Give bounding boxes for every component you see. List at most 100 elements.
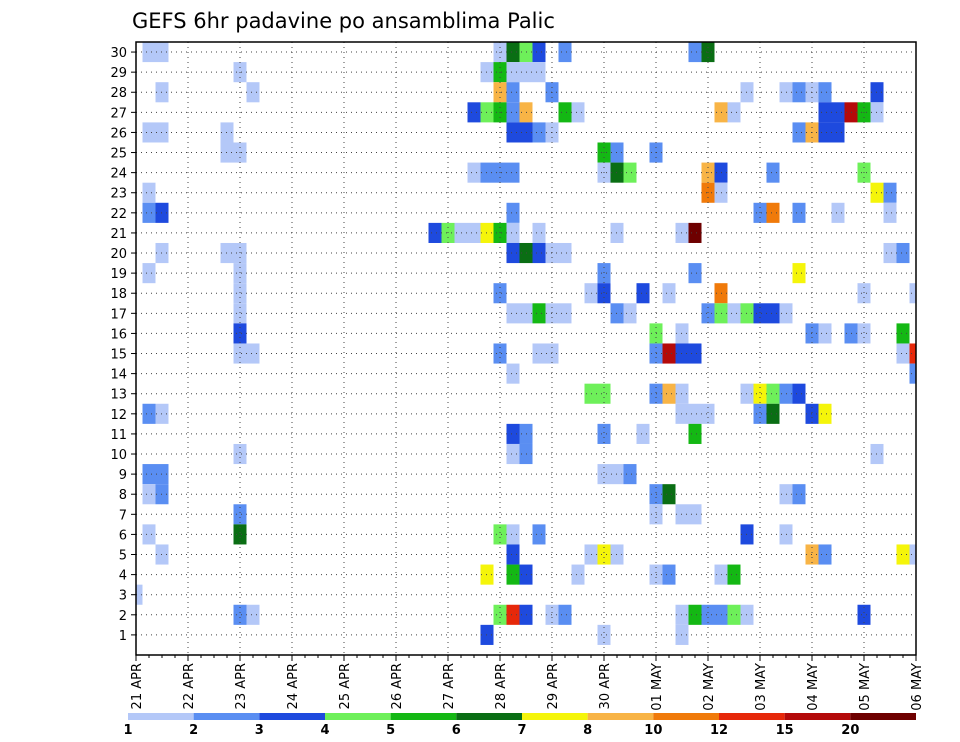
x-tick-label: 28 APR bbox=[494, 663, 509, 709]
heatmap-cell bbox=[506, 242, 520, 264]
y-tick-label: 11 bbox=[110, 428, 127, 443]
x-tick-label: 05 MAY bbox=[858, 663, 873, 711]
y-tick-label: 14 bbox=[110, 368, 127, 383]
heatmap-cell bbox=[233, 263, 247, 284]
heatmap-cell bbox=[662, 283, 676, 304]
heatmap-cell bbox=[467, 102, 481, 123]
x-tick-label: 23 APR bbox=[234, 663, 249, 709]
heatmap-cell bbox=[233, 604, 247, 625]
heatmap-cell bbox=[532, 524, 546, 545]
heatmap-cell bbox=[506, 363, 520, 384]
heatmap-cell bbox=[597, 383, 611, 404]
heatmap-cell bbox=[662, 383, 676, 404]
colorbar-swatch bbox=[390, 713, 457, 720]
y-tick-label: 24 bbox=[110, 167, 127, 182]
y-tick-label: 30 bbox=[110, 46, 127, 61]
colorbar-label: 12 bbox=[710, 723, 728, 738]
heatmap-cell bbox=[896, 343, 910, 364]
heatmap-cell bbox=[623, 162, 637, 183]
heatmap-cell bbox=[883, 182, 897, 203]
heatmap-cell bbox=[688, 504, 702, 525]
heatmap-cell bbox=[831, 202, 845, 223]
heatmap-cell bbox=[233, 303, 247, 324]
heatmap-cell bbox=[506, 604, 520, 625]
heatmap-cell bbox=[142, 182, 156, 203]
heatmap-cell bbox=[246, 604, 260, 625]
heatmap-cell bbox=[506, 62, 520, 83]
x-tick-label: 21 APR bbox=[130, 663, 145, 709]
colorbar-label: 2 bbox=[189, 723, 198, 738]
heatmap-cell bbox=[597, 283, 611, 304]
heatmap-cell bbox=[506, 222, 520, 243]
colorbar-swatch bbox=[850, 713, 916, 720]
heatmap-cell bbox=[883, 202, 897, 223]
heatmap-cell bbox=[506, 423, 520, 444]
heatmap-cell bbox=[688, 403, 702, 424]
heatmap-cell bbox=[532, 62, 546, 83]
heatmap-cell bbox=[792, 202, 806, 223]
heatmap-cell bbox=[233, 443, 247, 465]
heatmap-cell bbox=[467, 222, 481, 243]
heatmap-cell bbox=[792, 383, 806, 404]
heatmap-cell bbox=[623, 303, 637, 324]
y-tick-label: 19 bbox=[110, 267, 127, 282]
colorbar-label: 7 bbox=[517, 723, 526, 738]
x-tick-label: 25 APR bbox=[338, 663, 353, 709]
y-tick-label: 7 bbox=[119, 508, 127, 523]
heatmap-cell bbox=[142, 202, 156, 223]
heatmap-cell bbox=[753, 383, 767, 404]
heatmap-cell bbox=[142, 122, 156, 143]
heatmap-cell bbox=[766, 403, 780, 424]
x-tick-label: 22 APR bbox=[182, 663, 197, 709]
y-axis-ticks: 1234567891011121314151617181920212223242… bbox=[110, 46, 136, 644]
dotted-grid bbox=[136, 42, 917, 655]
heatmap-cell bbox=[688, 263, 702, 284]
heatmap-cell bbox=[792, 484, 806, 505]
heatmap-cell bbox=[532, 222, 546, 243]
heatmap-cell bbox=[233, 283, 247, 304]
heatmap-cell bbox=[857, 604, 871, 625]
heatmap-cell bbox=[506, 162, 520, 183]
heatmap-cell bbox=[636, 423, 650, 444]
x-tick-label: 04 MAY bbox=[806, 663, 821, 711]
heatmap-cell bbox=[233, 343, 247, 364]
heatmap-cell bbox=[558, 42, 572, 63]
y-tick-label: 16 bbox=[110, 327, 127, 342]
heatmap-cell bbox=[766, 383, 780, 404]
x-tick-label: 02 MAY bbox=[702, 663, 717, 711]
heatmap-cell bbox=[558, 303, 572, 324]
heatmap-cell bbox=[233, 242, 247, 264]
heatmap-cell bbox=[688, 423, 702, 444]
heatmap-cell bbox=[909, 343, 916, 364]
heatmap-cell bbox=[142, 464, 156, 485]
heatmap-cell bbox=[142, 484, 156, 505]
heatmap-cell bbox=[727, 303, 741, 324]
heatmap-cell bbox=[493, 604, 507, 625]
y-tick-label: 1 bbox=[119, 629, 127, 644]
heatmap-cell bbox=[142, 263, 156, 284]
heatmap-cell bbox=[506, 102, 520, 123]
heatmap-cell bbox=[532, 242, 546, 264]
heatmap-cell bbox=[896, 323, 910, 344]
heatmap-cell bbox=[792, 263, 806, 284]
heatmap-cell bbox=[688, 42, 702, 63]
heatmap-cell bbox=[532, 42, 546, 63]
heatmap-cell bbox=[688, 222, 702, 243]
x-tick-label: 03 MAY bbox=[754, 663, 769, 711]
heatmap-cell bbox=[571, 102, 585, 123]
y-tick-label: 6 bbox=[119, 528, 127, 543]
heatmap-cell bbox=[792, 122, 806, 143]
heatmap-cell bbox=[142, 524, 156, 545]
heatmap-cell bbox=[233, 524, 247, 545]
heatmap-cell bbox=[727, 102, 741, 123]
heatmap-cell bbox=[831, 102, 845, 123]
heatmap-cell bbox=[818, 323, 832, 344]
heatmap-cell bbox=[233, 323, 247, 344]
colorbar-label: 20 bbox=[841, 723, 859, 738]
x-tick-label: 01 MAY bbox=[650, 663, 665, 711]
x-tick-label: 29 APR bbox=[546, 663, 561, 709]
colorbar-label: 3 bbox=[255, 723, 264, 738]
colorbar-label: 6 bbox=[452, 723, 461, 738]
colorbar-label: 8 bbox=[583, 723, 592, 738]
colorbar-swatch bbox=[653, 713, 719, 720]
